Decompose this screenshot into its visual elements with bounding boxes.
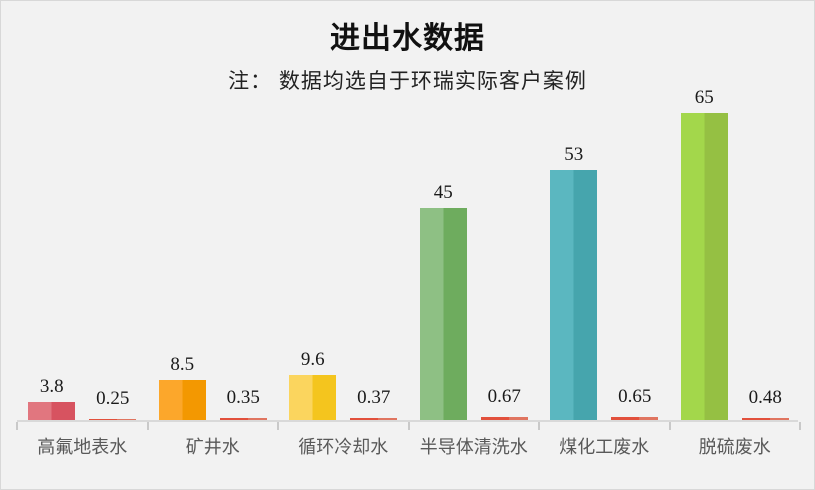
outlet-value-label: 0.67 xyxy=(487,385,521,407)
outlet-bar xyxy=(350,418,398,420)
category-label: 半导体清洗水 xyxy=(419,437,528,457)
x-axis-line xyxy=(17,420,798,422)
category-label: 脱硫废水 xyxy=(698,437,771,457)
axis-tick xyxy=(538,422,540,430)
outlet-bar xyxy=(480,416,528,420)
category-label: 矿井水 xyxy=(185,437,240,457)
outlet-bar xyxy=(611,416,659,420)
category-label: 煤化工废水 xyxy=(559,437,650,457)
axis-tick xyxy=(668,422,671,430)
axis-tick xyxy=(16,422,18,430)
outlet-bar xyxy=(89,418,137,420)
chart-title: 进出水数据 xyxy=(330,22,485,55)
inlet-value-label: 65 xyxy=(694,87,714,108)
inlet-bar xyxy=(158,379,206,420)
outlet-bar xyxy=(219,418,267,420)
inlet-value-label: 8.5 xyxy=(170,353,195,375)
category-label: 高氟地表水 xyxy=(37,437,128,457)
category-label: 循环冷却水 xyxy=(298,437,389,457)
inlet-value-label: 9.6 xyxy=(300,348,325,370)
outlet-bar xyxy=(741,417,789,420)
inlet-bar xyxy=(28,402,76,420)
outlet-value-label: 0.25 xyxy=(96,387,130,409)
axis-tick xyxy=(407,422,410,430)
inlet-bar xyxy=(680,113,728,420)
axis-tick xyxy=(799,422,801,430)
outlet-value-label: 0.48 xyxy=(748,386,782,408)
inlet-bar xyxy=(550,169,598,420)
outlet-value-label: 0.35 xyxy=(226,387,260,409)
inlet-value-label: 3.8 xyxy=(39,376,64,398)
inlet-bar xyxy=(419,207,467,420)
axis-tick xyxy=(277,422,279,430)
inlet-value-label: 53 xyxy=(564,143,584,165)
plot-area: 3.8 0.25 8.5 0.35 9.6 0.37 45 0.67 53 0.65 65 0.48 xyxy=(17,1,798,420)
inlet-value-label: 45 xyxy=(433,181,453,203)
chart-subtitle: 注： 数据均选自于环瑞实际客户案例 xyxy=(228,70,587,93)
outlet-value-label: 0.37 xyxy=(357,387,391,409)
outlet-value-label: 0.65 xyxy=(618,385,652,407)
axis-tick xyxy=(146,422,149,430)
inlet-bar xyxy=(289,374,337,420)
